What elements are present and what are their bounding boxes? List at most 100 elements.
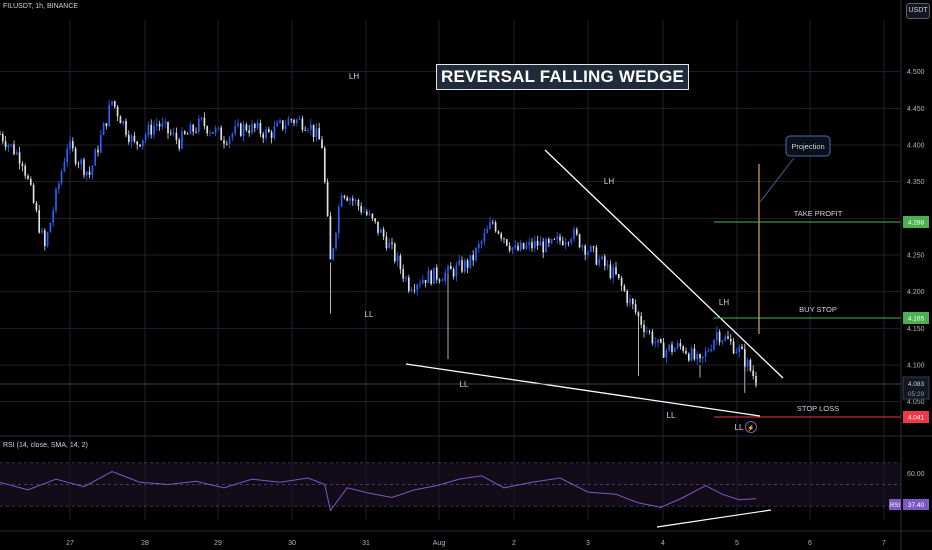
candle-body xyxy=(531,242,533,249)
candle-body xyxy=(329,215,332,260)
candle-body xyxy=(651,331,654,344)
candle-body xyxy=(550,239,553,244)
candle-body xyxy=(393,243,396,262)
candle-body xyxy=(676,343,679,349)
pivot-annotation-lh: LH xyxy=(604,177,614,186)
candle-body xyxy=(617,274,620,278)
candle-body xyxy=(29,178,32,185)
time-tick-label: 29 xyxy=(214,540,222,547)
candle-body xyxy=(385,236,388,249)
candle-body xyxy=(337,206,340,233)
candle-body xyxy=(480,241,483,244)
candle-body xyxy=(729,338,732,342)
candle-body xyxy=(371,213,374,219)
candle-body xyxy=(399,255,402,270)
pivot-annotation-ll: LL xyxy=(735,423,744,432)
candle-body xyxy=(508,245,511,251)
candle-body xyxy=(315,128,318,138)
candle-body xyxy=(111,101,113,105)
time-tick-label: 30 xyxy=(288,540,296,547)
candle-body xyxy=(755,375,757,386)
candle-body xyxy=(629,298,631,303)
candle-body xyxy=(161,122,164,127)
candle-body xyxy=(239,123,242,137)
candle-body xyxy=(295,119,298,124)
candle-body xyxy=(38,210,41,233)
candle-body xyxy=(584,245,587,255)
pivot-annotation-ll: LL xyxy=(460,380,469,389)
time-tick-label: 27 xyxy=(66,540,74,547)
level-label: TAKE PROFIT xyxy=(794,209,843,218)
candle-body xyxy=(125,120,127,135)
candle-body xyxy=(377,221,379,233)
candle-body xyxy=(91,165,94,176)
candle-body xyxy=(685,350,687,354)
candles xyxy=(0,99,757,393)
candle-body xyxy=(721,340,724,343)
candle-body xyxy=(671,344,673,352)
candle-body xyxy=(645,331,648,333)
candle-body xyxy=(360,206,363,213)
candle-body xyxy=(749,359,752,371)
candle-body xyxy=(682,346,685,351)
rsi-legend[interactable]: RSI (14, close, SMA, 14, 2) xyxy=(3,442,88,449)
time-tick-label: 7 xyxy=(882,540,886,547)
candle-body xyxy=(402,269,405,279)
candle-body xyxy=(136,141,139,145)
candle-body xyxy=(659,339,662,343)
candle-body xyxy=(620,277,623,286)
currency-button[interactable]: USDT xyxy=(906,3,930,19)
candle-body xyxy=(13,144,15,155)
wedge-lower-line xyxy=(405,363,761,417)
symbol-title[interactable]: FILUSDT, 1h, BINANCE xyxy=(3,3,79,10)
candle-body xyxy=(500,233,503,239)
candle-body xyxy=(363,211,365,213)
candle-body xyxy=(189,124,192,135)
candle-body xyxy=(351,198,354,201)
candle-body xyxy=(150,124,153,135)
candle-body xyxy=(374,218,377,222)
candle-body xyxy=(57,183,60,189)
candle-body xyxy=(4,141,7,148)
candle-body xyxy=(626,291,629,303)
candle-body xyxy=(251,123,253,134)
candle-body xyxy=(321,139,323,149)
candle-body xyxy=(713,339,715,350)
candle-body xyxy=(615,267,617,275)
candle-body xyxy=(427,270,430,283)
candle-body xyxy=(164,121,167,123)
candle-body xyxy=(203,117,206,127)
candle-body xyxy=(657,339,659,343)
candle-body xyxy=(587,251,589,255)
candle-body xyxy=(640,316,643,325)
candle-body xyxy=(578,234,581,248)
candle-body xyxy=(281,120,284,129)
candle-body xyxy=(139,144,141,147)
candle-body xyxy=(27,175,29,179)
candle-body xyxy=(343,195,346,198)
projection-callout-box xyxy=(785,135,831,157)
current-price-text: 4.083 xyxy=(908,381,925,388)
candle-body xyxy=(525,245,528,249)
candle-body xyxy=(559,236,561,241)
time-tick-label: 4 xyxy=(661,540,665,547)
candle-body xyxy=(528,242,531,246)
level-label: BUY STOP xyxy=(799,305,837,314)
candle-body xyxy=(368,213,371,215)
candle-body xyxy=(570,239,573,243)
time-tick-label: 2 xyxy=(512,540,516,547)
candle-body xyxy=(318,128,321,140)
candle-body xyxy=(727,336,729,339)
candle-body xyxy=(536,240,539,246)
candle-body xyxy=(225,143,228,145)
candle-body xyxy=(35,202,38,211)
candle-body xyxy=(147,124,150,135)
price-tick-label: 4.400 xyxy=(907,143,925,150)
projection-callout-pointer xyxy=(759,157,795,203)
candle-body xyxy=(701,356,704,359)
candle-body xyxy=(335,232,337,249)
candle-body xyxy=(175,132,178,140)
candle-body xyxy=(606,264,609,266)
candle-body xyxy=(326,182,329,216)
candle-body xyxy=(270,132,273,138)
